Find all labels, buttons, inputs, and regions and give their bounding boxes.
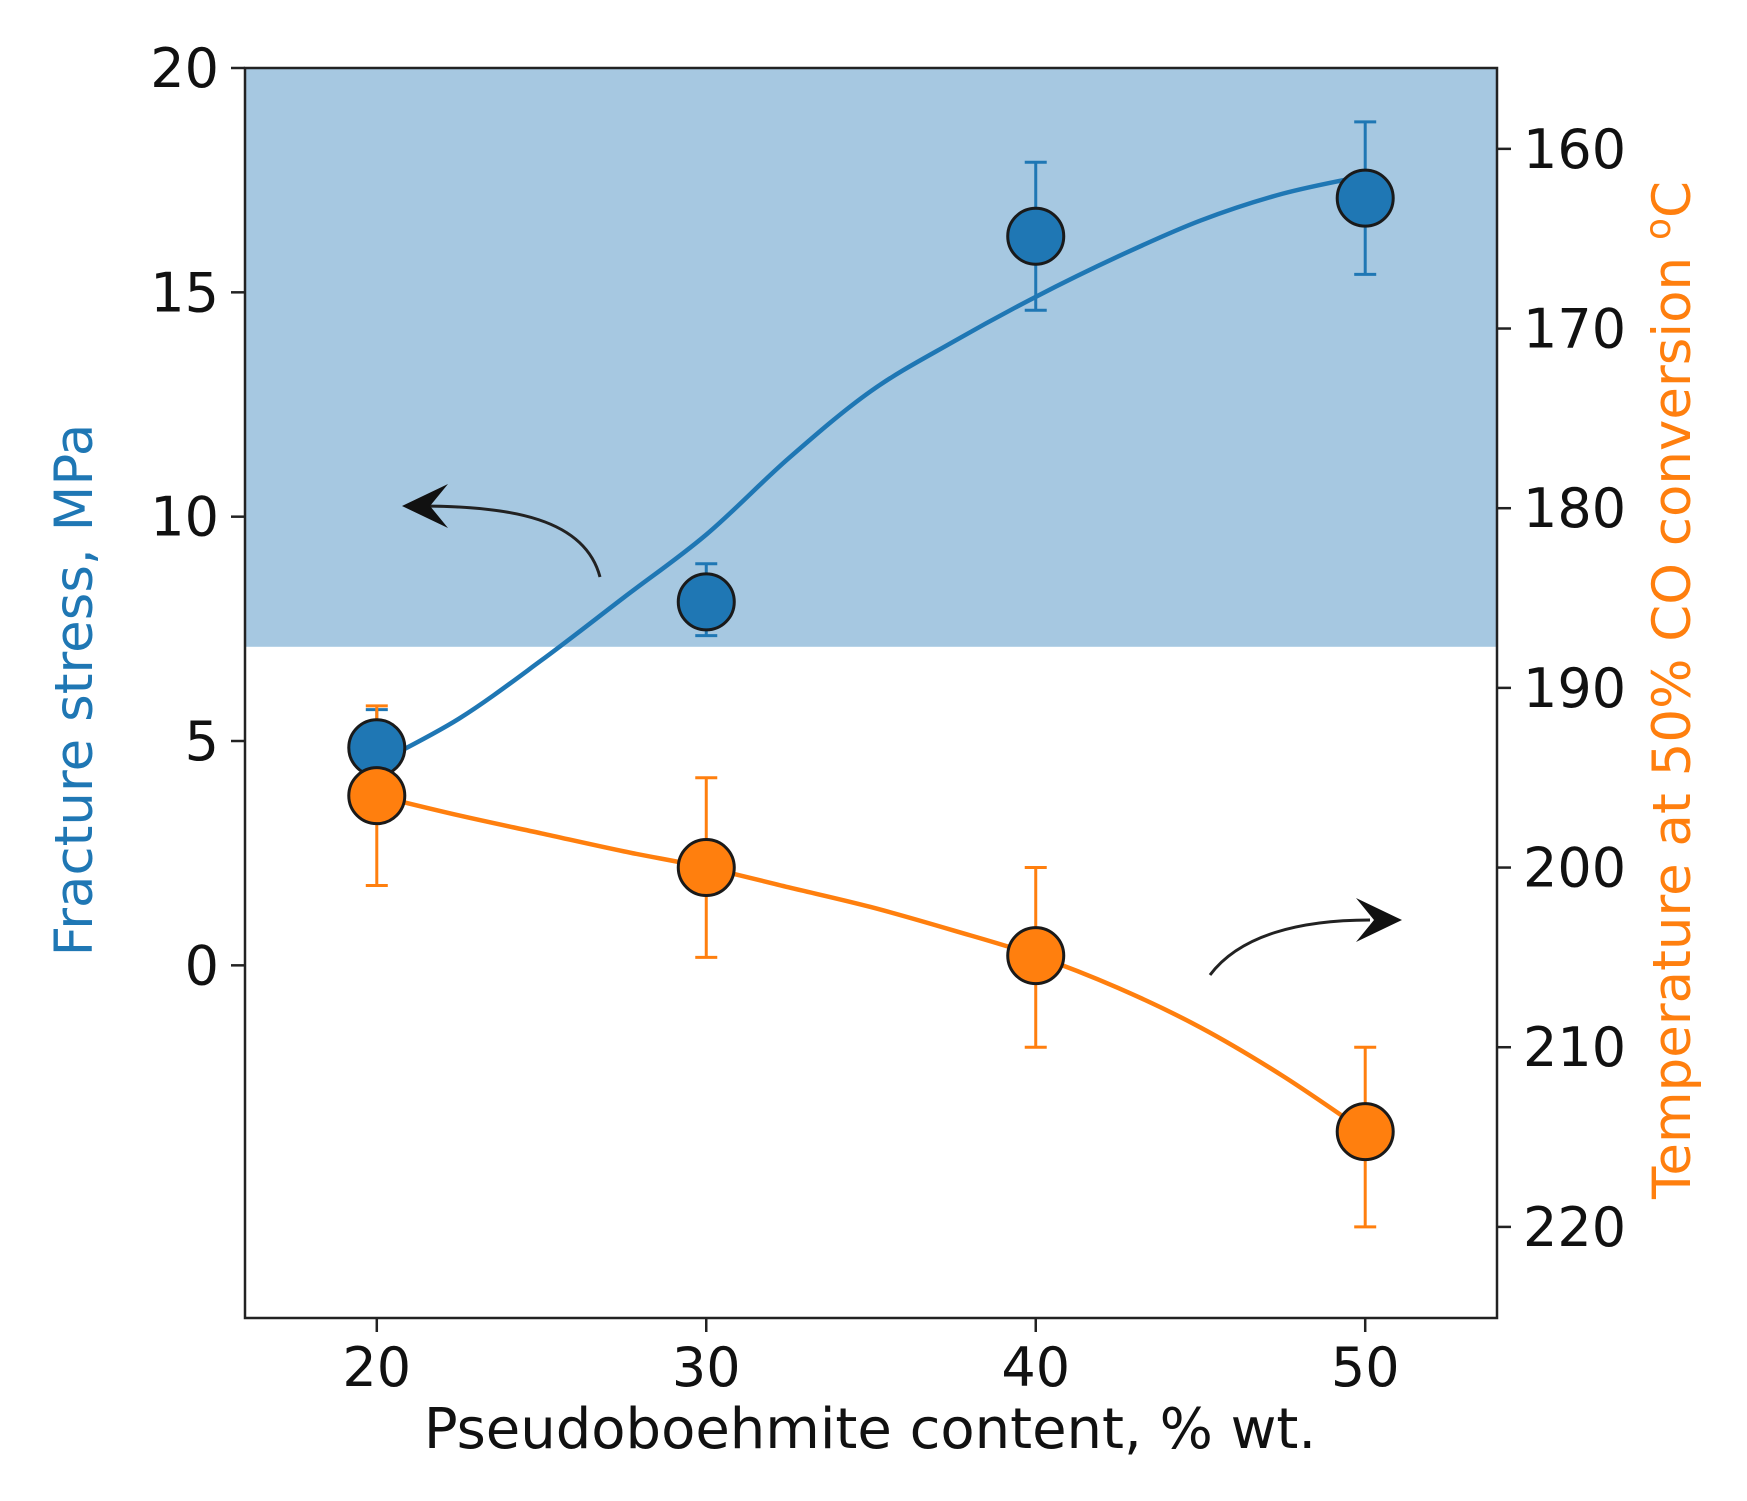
y-axis-right-label-degree: o — [1638, 218, 1679, 240]
temperature-point — [676, 838, 736, 898]
data-point-layer — [347, 168, 1395, 1162]
y-left-tick-label: 10 — [150, 486, 219, 549]
shaded-region — [245, 68, 1497, 647]
y-right-tick-label: 220 — [1523, 1196, 1626, 1259]
y-left-tick-label: 15 — [150, 261, 219, 324]
y-right-tick-label: 210 — [1523, 1016, 1626, 1079]
x-tick-label: 30 — [672, 1336, 741, 1399]
y-axis-right-label-main: Temperature at 50% CO conversion — [1642, 240, 1703, 1200]
right-arrow-head — [1356, 898, 1402, 942]
left-arrow-annotation — [409, 504, 602, 578]
y-left-tick-label: 0 — [185, 934, 219, 997]
y-right-tick-label: 200 — [1523, 837, 1626, 900]
y-axis-right-label-unit: C — [1642, 181, 1703, 218]
fit-curve-layer — [375, 173, 1367, 1134]
temperature-fit-curve — [376, 793, 1367, 1134]
y-right-tick-label: 160 — [1523, 118, 1626, 181]
y-right-tick-label: 170 — [1523, 298, 1626, 361]
temperature-point — [1335, 1102, 1395, 1162]
temperature-point — [1006, 926, 1066, 986]
x-tick-label: 50 — [1331, 1336, 1400, 1399]
x-tick-label: 40 — [1001, 1336, 1070, 1399]
fracture-stress-point — [676, 572, 736, 632]
y-axis-left-label: Fracture stress, MPa — [44, 424, 105, 957]
y-axis-right-label: Temperature at 50% CO conversion oC — [1638, 181, 1703, 1200]
y-left-tick-label: 5 — [185, 710, 219, 773]
axis-tick-layer: 20 30 40 50 0 5 10 15 20 160 170 180 190 200 210 220 — [150, 37, 1626, 1399]
fracture-stress-point — [1006, 206, 1066, 266]
x-tick-label: 20 — [342, 1336, 411, 1399]
right-arrow-annotation — [1208, 918, 1371, 976]
x-axis-label: Pseudoboehmite content, % wt. — [424, 1397, 1316, 1462]
plot-frame — [243, 66, 1499, 1320]
y-left-tick-label: 20 — [150, 37, 219, 100]
y-right-tick-label: 180 — [1523, 477, 1626, 540]
left-arrow-head — [402, 484, 448, 528]
fracture-stress-fit-curve — [375, 173, 1366, 766]
temperature-point — [347, 766, 407, 826]
fracture-stress-point — [1335, 168, 1395, 228]
shaded-region-layer — [245, 68, 1497, 647]
y-right-tick-label: 190 — [1523, 657, 1626, 720]
